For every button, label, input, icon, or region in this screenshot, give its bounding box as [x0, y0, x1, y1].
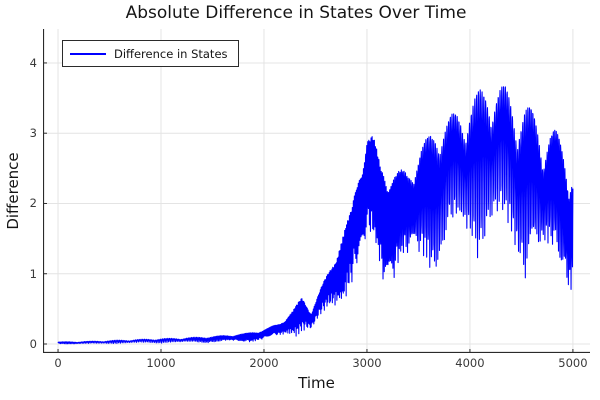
- legend: Difference in States: [62, 40, 239, 67]
- y-tick-label: 3: [29, 126, 37, 141]
- plot-canvas: [43, 29, 590, 353]
- plot-area: [43, 29, 590, 353]
- y-tick-label: 2: [29, 196, 37, 211]
- x-tick-label: 3000: [352, 356, 382, 370]
- y-tick-label: 4: [29, 55, 37, 70]
- x-tick-label: 0: [54, 356, 62, 370]
- x-tick-label: 5000: [558, 356, 588, 370]
- x-tick-label: 1000: [146, 356, 176, 370]
- y-tick-label: 0: [29, 337, 37, 351]
- x-tick-label: 4000: [455, 356, 485, 370]
- x-axis-label: Time: [298, 374, 335, 392]
- legend-line-sample: [70, 52, 106, 55]
- legend-label: Difference in States: [114, 46, 228, 61]
- series-line: [57, 86, 574, 345]
- x-tick-label: 2000: [249, 356, 279, 370]
- chart-title: Absolute Difference in States Over Time: [125, 3, 467, 23]
- y-tick-label: 1: [29, 266, 37, 281]
- y-axis-label: Difference: [4, 152, 22, 230]
